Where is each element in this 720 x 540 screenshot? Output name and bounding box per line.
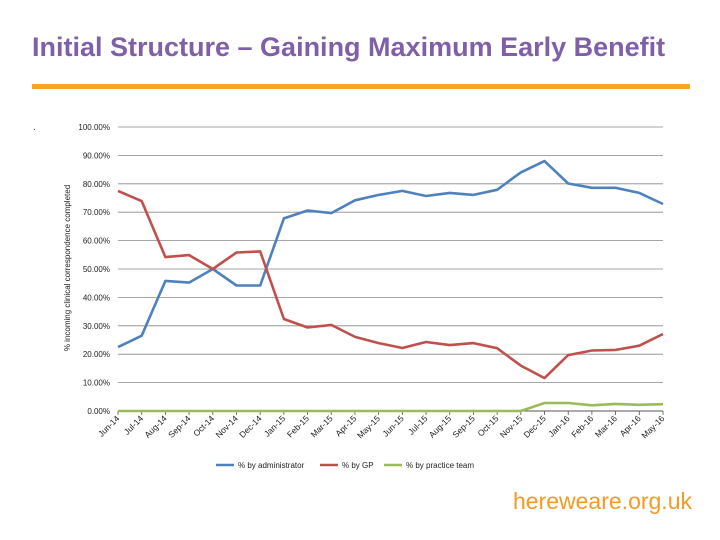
chart-legend: % by administrator % by GP % by practice t… — [216, 461, 474, 470]
y-tick-label: 20.00% — [83, 350, 110, 359]
x-axis-ticks: Jun-14 Jul-14Aug-14Sep-14Oct-14Nov-14Dec-… — [96, 411, 667, 440]
y-tick-label: 50.00% — [83, 265, 110, 274]
series-lines — [117, 159, 664, 413]
y-axis-ticks: 0.00% 10.00% 20.00% 30.00% 40.00% 50.00% 60.00… — [78, 123, 110, 416]
y-tick-label: 90.00% — [83, 151, 110, 160]
series-line-1 — [117, 159, 664, 349]
x-tick-label: Jan-16 — [546, 413, 572, 439]
x-tick-label: Mar-15 — [309, 413, 335, 439]
gridlines — [118, 126, 663, 412]
bullet-point: . — [33, 122, 36, 133]
title-underline — [32, 84, 690, 89]
x-tick-label: Jun-14 — [96, 413, 122, 439]
y-tick-label: 40.00% — [83, 293, 110, 302]
slide-title: Initial Structure – Gaining Maximum Earl… — [32, 32, 666, 62]
y-tick-label: 10.00% — [83, 379, 110, 388]
legend-label: % by administrator — [238, 461, 305, 470]
y-tick-label: 80.00% — [83, 180, 110, 189]
y-tick-label: 0.00% — [87, 407, 110, 416]
x-tick-label: May-16 — [639, 413, 666, 440]
x-tick-label: Feb-15 — [285, 413, 311, 439]
x-tick-label: Feb-16 — [569, 413, 595, 439]
x-tick-label: Jan-15 — [262, 413, 288, 439]
x-tick-label: Oct-15 — [475, 413, 500, 438]
x-tick-label: Nov-14 — [213, 413, 240, 440]
series-line-3 — [118, 401, 664, 413]
y-tick-label: 100.00% — [78, 123, 110, 132]
website-footer[interactable]: hereweare.org.uk — [513, 488, 692, 514]
series-line-2 — [117, 189, 664, 380]
x-tick-label: Sep-15 — [450, 413, 477, 440]
x-tick-label: Nov-15 — [498, 413, 525, 440]
x-tick-label: Mar-16 — [593, 413, 619, 439]
x-tick-label: Apr-16 — [618, 413, 643, 438]
x-tick-label: May-15 — [355, 413, 382, 440]
y-axis-label: % incoming clinical correspondence compl… — [63, 185, 72, 351]
x-tick-label: Sep-14 — [166, 413, 193, 440]
x-tick-label: Aug-14 — [142, 413, 169, 440]
x-tick-label: Jun-15 — [380, 413, 406, 439]
y-tick-label: 70.00% — [83, 208, 110, 217]
x-tick-label: Dec-15 — [521, 413, 548, 440]
y-tick-label: 30.00% — [83, 322, 110, 331]
legend-label: % by practice team — [406, 461, 474, 470]
x-tick-label: Oct-14 — [191, 413, 216, 438]
x-tick-label: Dec-14 — [237, 413, 264, 440]
legend-label: % by GP — [342, 461, 374, 470]
y-tick-label: 60.00% — [83, 237, 110, 246]
x-tick-label: Aug-15 — [427, 413, 454, 440]
x-tick-label: Apr-15 — [333, 413, 358, 438]
